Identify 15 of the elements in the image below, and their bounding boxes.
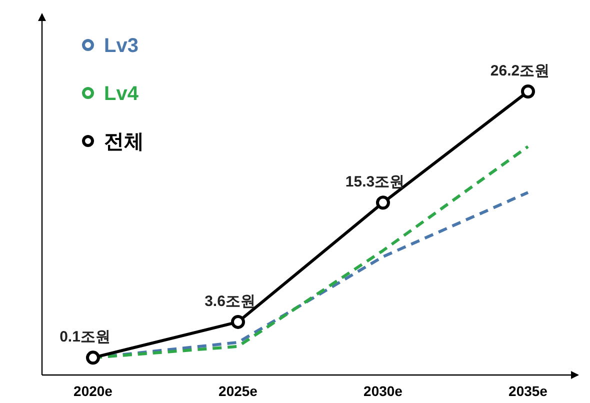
legend-label: Lv3	[104, 35, 138, 57]
point	[376, 196, 390, 210]
legend-label: Lv4	[104, 83, 140, 105]
x-tick-label: 2030e	[364, 383, 403, 399]
data-label: 3.6조원	[204, 292, 256, 310]
point	[86, 350, 100, 365]
point	[231, 314, 245, 329]
x-tick-label: 2025e	[218, 383, 258, 399]
x-tick-label: 2035e	[508, 383, 548, 399]
legend-label: 전체	[104, 131, 144, 153]
data-label: 15.3조원	[345, 174, 405, 191]
data-label: 26.2조원	[490, 62, 550, 80]
x-tick-label: 2020e	[74, 383, 113, 399]
point	[521, 84, 535, 99]
data-label: 0.1조원	[60, 328, 110, 346]
